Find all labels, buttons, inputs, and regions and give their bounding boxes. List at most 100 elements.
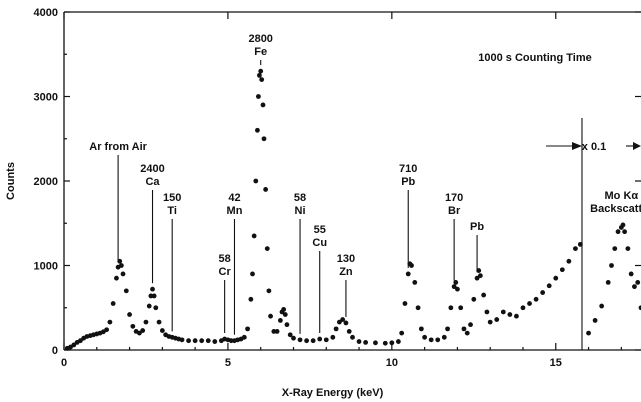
peak-label: Cr	[219, 266, 232, 278]
data-point	[268, 313, 273, 319]
data-point	[343, 320, 349, 326]
data-point	[356, 339, 362, 344]
data-point	[573, 246, 578, 252]
x-tick-label: 5	[225, 357, 231, 369]
data-point	[248, 296, 254, 302]
data-point	[130, 323, 136, 329]
data-point	[304, 338, 310, 344]
data-point	[586, 330, 591, 336]
data-point	[291, 335, 296, 341]
data-point	[566, 258, 572, 264]
scale-arrow-right-head	[633, 142, 641, 150]
peak-label: 58	[294, 192, 306, 204]
data-point	[77, 338, 83, 344]
data-point	[477, 273, 483, 279]
peak-label: Mo Kα	[605, 190, 639, 202]
data-point	[625, 246, 631, 252]
data-point	[405, 271, 411, 277]
x-tick-label: 0	[61, 357, 67, 369]
data-point	[277, 318, 283, 323]
data-point	[258, 68, 264, 74]
data-point	[336, 319, 342, 325]
peak-label: 58	[219, 253, 231, 265]
data-point	[151, 293, 157, 299]
data-point	[468, 322, 473, 328]
data-point	[264, 246, 270, 252]
data-point	[553, 275, 559, 281]
data-point	[199, 338, 205, 344]
peak-label: 170	[445, 192, 463, 204]
peak-label: Br	[448, 205, 461, 217]
data-point	[140, 328, 146, 333]
data-point	[143, 319, 149, 325]
data-point	[428, 337, 434, 343]
data-point	[281, 307, 287, 312]
data-points	[64, 68, 641, 351]
peak-label: Ca	[145, 176, 160, 188]
scale-factor-label: x 0.1	[582, 141, 606, 153]
data-point	[592, 318, 598, 323]
scale-break-marker: x 0.1	[545, 118, 641, 350]
peak-label: 710	[399, 163, 417, 175]
data-point	[156, 319, 162, 325]
data-point	[494, 317, 500, 322]
data-point	[481, 292, 487, 298]
data-point	[422, 334, 428, 340]
y-tick-label: 2000	[34, 176, 58, 188]
data-point	[514, 313, 519, 319]
data-point	[418, 326, 424, 332]
data-point	[253, 178, 259, 184]
data-point	[261, 136, 267, 142]
data-point	[317, 336, 323, 342]
data-point	[205, 338, 211, 344]
peak-label: Backscatter	[590, 203, 641, 215]
data-point	[451, 284, 457, 290]
data-point	[540, 290, 546, 295]
data-point	[448, 305, 454, 311]
data-point	[284, 322, 290, 328]
data-point	[104, 327, 110, 333]
peak-label: Fe	[254, 46, 267, 58]
data-point	[212, 339, 218, 344]
y-tick-label: 3000	[34, 92, 58, 104]
data-point	[635, 280, 641, 285]
data-point	[487, 319, 493, 325]
data-point	[605, 280, 611, 285]
data-point	[373, 340, 378, 346]
data-point	[250, 271, 255, 277]
data-point	[441, 334, 447, 340]
y-tick-label: 4000	[34, 7, 58, 19]
data-point	[484, 309, 490, 315]
data-point	[127, 312, 132, 317]
data-point	[120, 271, 126, 277]
data-point	[159, 328, 165, 333]
data-point	[346, 329, 352, 334]
data-point	[107, 319, 113, 325]
data-point	[350, 334, 355, 340]
data-point	[323, 337, 329, 343]
x-axis-ticks: 0 5 10 15	[61, 12, 622, 369]
data-point	[330, 334, 336, 340]
data-point	[471, 296, 477, 302]
data-point	[435, 337, 441, 343]
peak-label: 130	[337, 253, 355, 265]
data-point	[389, 340, 395, 346]
data-point	[458, 305, 464, 311]
data-point	[402, 301, 408, 306]
x-axis-label: X-Ray Energy (keV)	[282, 387, 384, 399]
data-point	[123, 288, 129, 294]
data-point	[412, 280, 418, 285]
data-point	[146, 303, 152, 309]
data-point	[464, 330, 470, 336]
data-point	[455, 286, 460, 292]
data-point	[118, 263, 124, 268]
data-point	[153, 305, 159, 311]
peak-label: Zn	[339, 266, 353, 278]
data-point	[137, 330, 142, 336]
x-tick-label: 15	[550, 357, 562, 369]
peak-annotations: Ar from Air2400Ca150Ti58Cr42Mn2800Fe58Ni…	[89, 33, 641, 335]
y-tick-label: 1000	[34, 261, 58, 273]
data-point	[453, 280, 459, 285]
data-point	[259, 77, 265, 82]
data-point	[179, 337, 185, 343]
